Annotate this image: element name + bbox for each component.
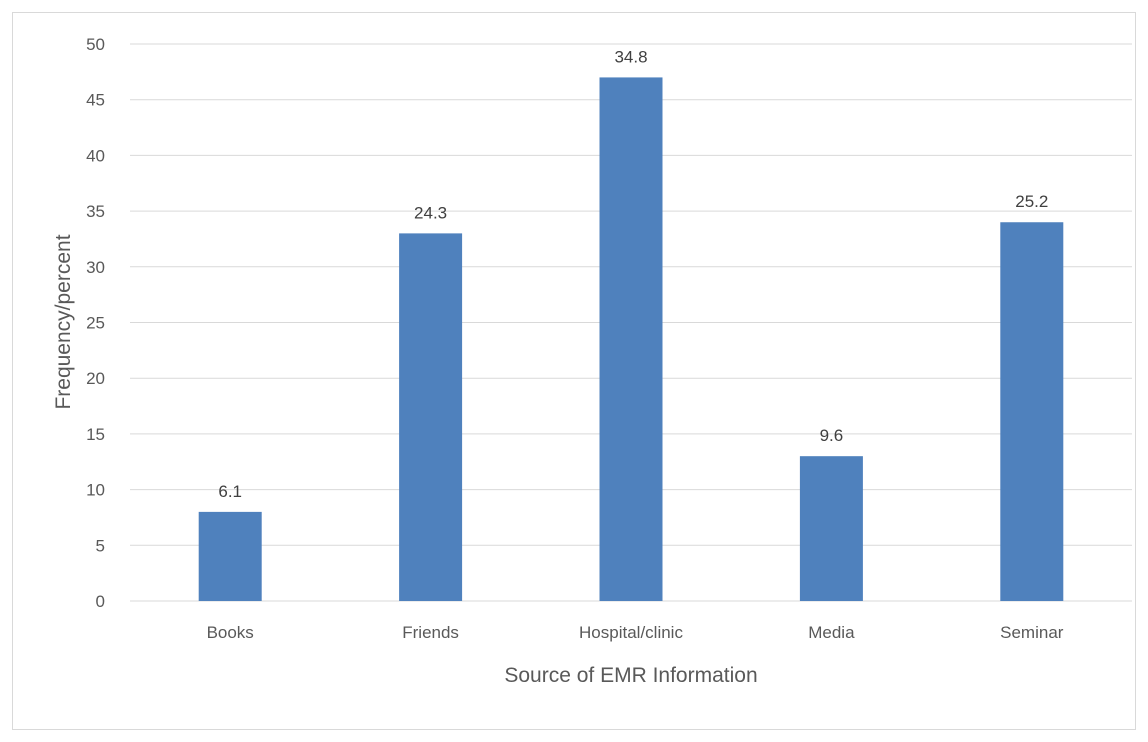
chart-frame xyxy=(12,12,1136,730)
data-label: 6.1 xyxy=(218,482,242,501)
y-tick-label: 30 xyxy=(86,258,105,277)
data-label: 9.6 xyxy=(820,426,844,445)
y-tick-label: 0 xyxy=(96,592,105,611)
y-axis-ticks: 0 5 10 15 20 25 30 35 40 45 50 xyxy=(86,35,105,611)
x-category-label: Friends xyxy=(402,623,459,642)
bar-books xyxy=(198,511,262,601)
x-category-label: Books xyxy=(207,623,254,642)
bar-media xyxy=(799,456,863,601)
bar-hospital-clinic xyxy=(599,77,663,602)
x-axis-categories: Books Friends Hospital/clinic Media Seminar xyxy=(207,623,1064,642)
x-category-label: Hospital/clinic xyxy=(579,623,683,642)
y-tick-label: 50 xyxy=(86,35,105,54)
y-tick-label: 15 xyxy=(86,425,105,444)
y-tick-label: 10 xyxy=(86,481,105,500)
data-labels: 6.1 24.3 34.8 9.6 25.2 xyxy=(218,47,1048,500)
bars xyxy=(198,77,1064,602)
data-label: 34.8 xyxy=(614,47,647,66)
y-tick-label: 20 xyxy=(86,369,105,388)
x-axis-title: Source of EMR Information xyxy=(504,664,757,687)
y-tick-label: 25 xyxy=(86,314,105,333)
y-tick-label: 45 xyxy=(86,91,105,110)
bar-seminar xyxy=(1000,222,1064,602)
data-label: 25.2 xyxy=(1015,192,1048,211)
y-axis-title: Frequency/percent xyxy=(52,234,75,409)
y-tick-label: 35 xyxy=(86,202,105,221)
bar-friends xyxy=(399,233,463,601)
x-category-label: Media xyxy=(808,623,855,642)
data-label: 24.3 xyxy=(414,203,447,222)
y-tick-label: 40 xyxy=(86,146,105,165)
y-tick-label: 5 xyxy=(96,536,105,555)
x-category-label: Seminar xyxy=(1000,623,1064,642)
